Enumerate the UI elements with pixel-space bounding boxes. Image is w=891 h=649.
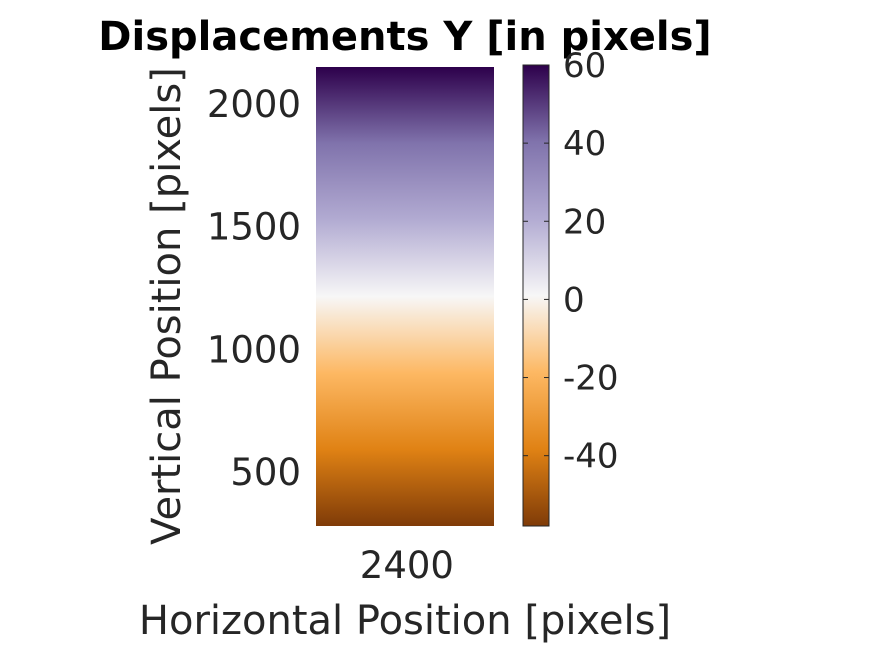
y-tick-label: 500 [230, 451, 301, 494]
heatmap-plot-area [316, 67, 494, 526]
x-tick-label: 2400 [360, 544, 454, 587]
y-tick-label: 2000 [207, 83, 301, 126]
chart-title: Displacements Y [in pixels] [98, 14, 711, 60]
colorbar [522, 64, 550, 527]
colorbar-tick-label: 20 [563, 202, 606, 242]
x-axis-label: Horizontal Position [pixels] [139, 598, 671, 644]
x-axis-ticks: 2400 [360, 544, 454, 587]
colorbar-tick-label: -20 [563, 359, 619, 399]
colorbar-tick-label: 60 [563, 46, 606, 86]
colorbar-tick-label: 40 [563, 124, 606, 164]
y-axis-label: Vertical Position [pixels] [144, 67, 190, 545]
colorbar-tick-label: 0 [563, 280, 585, 320]
colorbar-ticks: -40 -20 0 20 40 60 [523, 46, 619, 477]
y-axis-ticks: 500 1000 1500 2000 [207, 83, 301, 494]
colorbar-tick-label: -40 [563, 437, 619, 477]
y-tick-label: 1000 [207, 328, 301, 371]
y-tick-label: 1500 [207, 206, 301, 249]
